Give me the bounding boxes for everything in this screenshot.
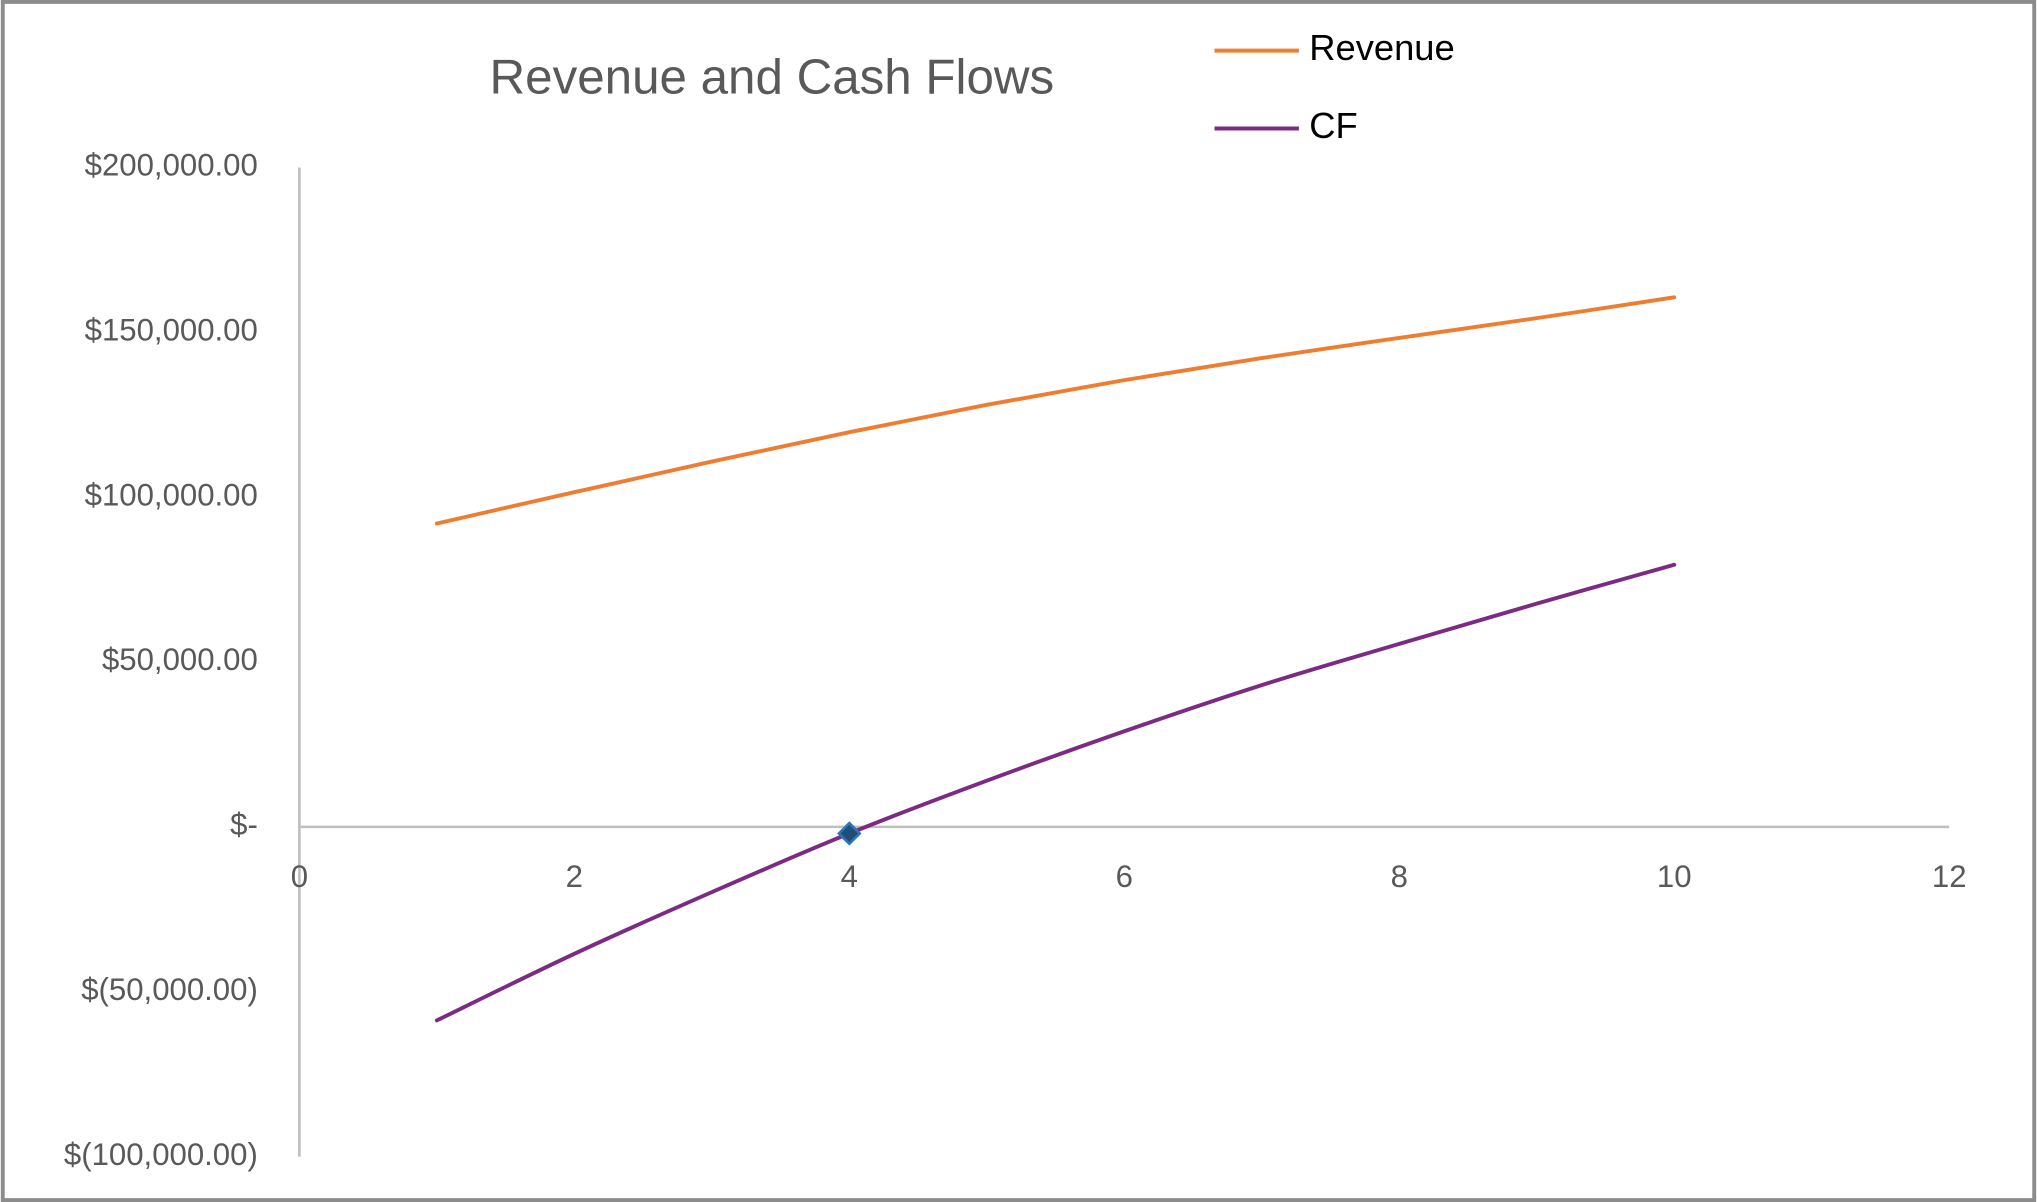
x-tick-label: 10 [1657, 859, 1692, 894]
y-tick-label: $150,000.00 [85, 313, 258, 348]
legend-label: Revenue [1309, 27, 1454, 68]
x-tick-label: 0 [291, 859, 308, 894]
x-tick-label: 2 [566, 859, 583, 894]
legend-label: CF [1309, 105, 1357, 146]
series-line [434, 562, 1677, 1023]
series-line [434, 295, 1677, 526]
chart-title: Revenue and Cash Flows [490, 50, 1055, 105]
y-tick-label: $50,000.00 [102, 642, 258, 677]
y-tick-label: $- [230, 807, 258, 842]
y-tick-label: $(100,000.00) [64, 1137, 258, 1172]
y-tick-label: $200,000.00 [85, 148, 258, 183]
x-tick-label: 8 [1391, 859, 1408, 894]
y-tick-label: $100,000.00 [85, 477, 258, 512]
x-tick-label: 12 [1932, 859, 1967, 894]
x-tick-label: 4 [841, 859, 858, 894]
highlight-marker [837, 821, 862, 846]
y-tick-label: $(50,000.00) [81, 972, 258, 1007]
x-tick-label: 6 [1116, 859, 1133, 894]
